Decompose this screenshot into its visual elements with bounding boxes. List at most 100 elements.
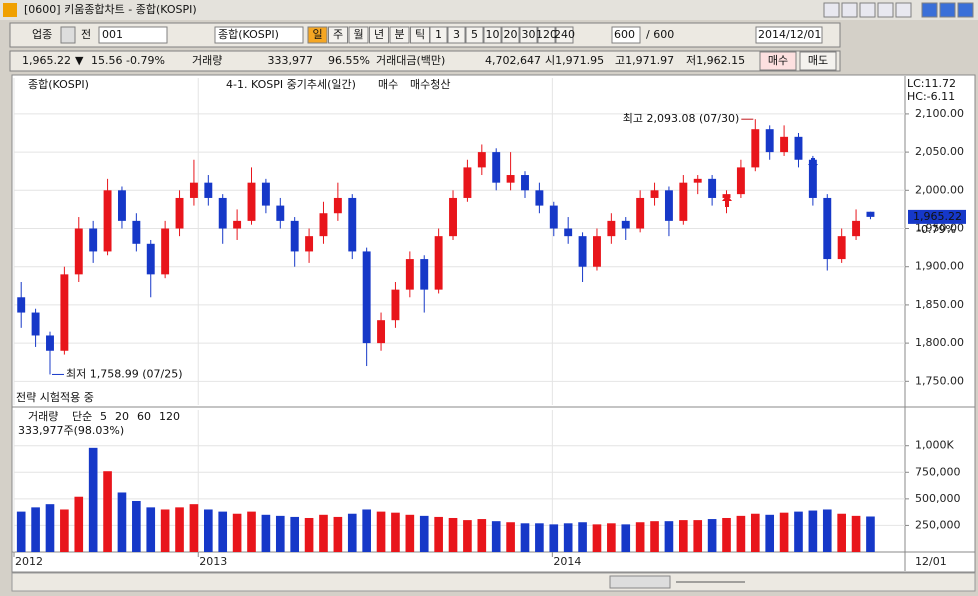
volume-bar [750, 513, 760, 552]
volume-bar [175, 507, 184, 552]
date-input[interactable] [755, 26, 823, 44]
period: 분 [394, 28, 404, 41]
period-button[interactable] [389, 26, 410, 44]
volume-bar [16, 511, 26, 552]
y-tick-label: 1,950.00 [915, 222, 964, 235]
candle-body [117, 190, 126, 221]
interval: 30 [522, 28, 536, 41]
sell-button[interactable] [799, 51, 837, 71]
candle-body [449, 197, 457, 237]
candle-body [305, 236, 314, 252]
code: 001 [102, 28, 123, 41]
y-tick-label: 1,850.00 [915, 298, 964, 311]
code-input[interactable] [98, 26, 168, 44]
window-button[interactable] [939, 2, 956, 18]
last-price-box [908, 209, 966, 224]
volume-bar [607, 523, 616, 552]
interval-button[interactable] [465, 26, 484, 44]
y-tick-label: 1,800.00 [915, 336, 964, 349]
interval-button[interactable] [447, 26, 466, 44]
window-button[interactable] [823, 2, 840, 18]
scroll-bar[interactable] [11, 572, 976, 592]
candle-body [132, 220, 141, 244]
window-button[interactable] [841, 2, 858, 18]
volume-bar [779, 512, 789, 552]
volume-bar [621, 524, 631, 552]
lc: LC:11.72 [907, 77, 956, 90]
ma-period: 5 [100, 410, 107, 423]
x-tick-label: 2014 [553, 555, 581, 568]
candle-body [333, 197, 342, 214]
interval-button[interactable] [483, 26, 502, 44]
candle-body [794, 136, 803, 160]
volume-bar [31, 507, 40, 552]
volume-bar [578, 522, 587, 552]
volume-bar [722, 517, 731, 552]
window-button[interactable] [957, 2, 974, 18]
rate: -0.79% [126, 54, 165, 67]
name: 종합(KOSPI) [218, 28, 279, 41]
volume-bar [851, 515, 861, 552]
window-button[interactable] [859, 2, 876, 18]
candle-body [175, 197, 184, 229]
volume-bar [419, 515, 429, 552]
open: 시1,971.95 [545, 54, 604, 67]
volume-bar [405, 514, 415, 552]
volume-bar [74, 496, 84, 552]
candle-body [420, 259, 429, 290]
volume-bar [304, 517, 314, 552]
count-input[interactable] [611, 26, 641, 44]
title-bar [0, 0, 978, 20]
volume-bar [60, 509, 69, 552]
candle-body [362, 251, 371, 344]
dropdown[interactable] [60, 26, 76, 44]
x-tick-label: 2013 [199, 555, 227, 568]
volume-bar [45, 504, 55, 552]
volume-bar [275, 515, 285, 552]
candle-body [17, 297, 26, 313]
volume-bar [592, 524, 602, 552]
y-tick-label: 2,050.00 [915, 145, 964, 158]
volume-bar [247, 511, 256, 552]
ma-label: 단순 [72, 410, 92, 423]
volume-bar [88, 447, 98, 552]
period-button[interactable] [348, 26, 369, 44]
interval-button[interactable] [501, 26, 520, 44]
window-button[interactable] [877, 2, 894, 18]
period: 월 [353, 28, 363, 41]
volume-bar [319, 514, 328, 552]
volume-bar [261, 514, 271, 552]
volume-bar [866, 516, 875, 552]
candle-body [276, 205, 285, 221]
y-tick-label: 750,000 [915, 465, 961, 478]
volume-bar [664, 521, 674, 552]
volume-bar [103, 471, 112, 552]
chart-title: 종합(KOSPI) [28, 78, 89, 91]
period-button[interactable] [307, 26, 328, 44]
y-tick-label: 250,000 [915, 518, 961, 531]
interval-button[interactable] [429, 26, 448, 44]
interval: 1 [435, 28, 442, 41]
candle-body [549, 205, 558, 229]
buy-button[interactable] [759, 51, 797, 71]
interval-button[interactable] [555, 26, 574, 44]
period-button[interactable] [328, 26, 348, 44]
volume-bar [463, 520, 472, 552]
scroll-buttons[interactable] [609, 575, 671, 589]
volume-bar [434, 516, 443, 552]
period-button[interactable] [369, 26, 389, 44]
volume-bar [347, 513, 357, 552]
interval-button[interactable] [519, 26, 538, 44]
candle-body [477, 152, 486, 168]
high: 고1,971.97 [615, 54, 674, 67]
volume-bar [333, 516, 343, 552]
volume-bar [189, 504, 199, 552]
volume-title: 거래량 [28, 410, 58, 423]
volume-bar [204, 509, 213, 552]
window-button[interactable] [895, 2, 912, 18]
strategy: 4-1. KOSPI 중기추세(일간) [226, 77, 356, 91]
candle-body [852, 220, 861, 237]
interval-button[interactable] [537, 26, 556, 44]
window-button[interactable] [921, 2, 938, 18]
name-input[interactable] [214, 26, 304, 44]
